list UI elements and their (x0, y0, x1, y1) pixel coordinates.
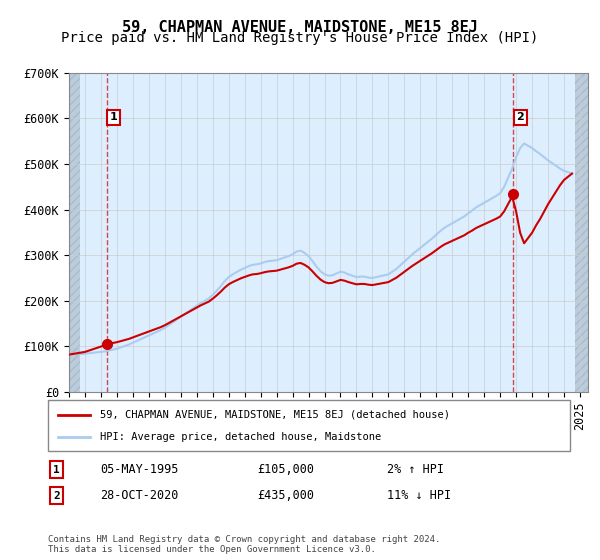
Text: Contains HM Land Registry data © Crown copyright and database right 2024.
This d: Contains HM Land Registry data © Crown c… (48, 535, 440, 554)
Text: 1: 1 (53, 465, 60, 475)
FancyBboxPatch shape (48, 400, 570, 451)
Text: 1: 1 (110, 113, 118, 123)
Text: £105,000: £105,000 (257, 463, 314, 476)
Text: 28-OCT-2020: 28-OCT-2020 (100, 489, 179, 502)
Text: HPI: Average price, detached house, Maidstone: HPI: Average price, detached house, Maid… (100, 432, 382, 442)
Text: £435,000: £435,000 (257, 489, 314, 502)
Text: 11% ↓ HPI: 11% ↓ HPI (388, 489, 451, 502)
Text: Price paid vs. HM Land Registry's House Price Index (HPI): Price paid vs. HM Land Registry's House … (61, 31, 539, 45)
Text: 2% ↑ HPI: 2% ↑ HPI (388, 463, 444, 476)
Bar (575, 73, 588, 392)
Text: 59, CHAPMAN AVENUE, MAIDSTONE, ME15 8EJ: 59, CHAPMAN AVENUE, MAIDSTONE, ME15 8EJ (122, 20, 478, 35)
Text: 05-MAY-1995: 05-MAY-1995 (100, 463, 179, 476)
Text: 59, CHAPMAN AVENUE, MAIDSTONE, ME15 8EJ (detached house): 59, CHAPMAN AVENUE, MAIDSTONE, ME15 8EJ … (100, 409, 450, 419)
Text: 2: 2 (53, 491, 60, 501)
Bar (69, 73, 80, 392)
Text: 2: 2 (517, 113, 524, 123)
